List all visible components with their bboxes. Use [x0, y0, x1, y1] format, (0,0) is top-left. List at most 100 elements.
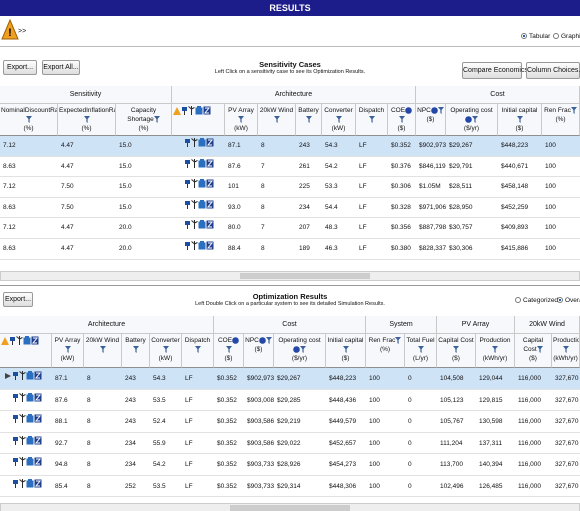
table-cell[interactable]: 243: [122, 368, 150, 390]
table-cell[interactable]: [0, 411, 52, 433]
table-cell[interactable]: 87.6: [225, 157, 258, 178]
table-cell[interactable]: $0.328: [388, 198, 416, 219]
scroll-thumb[interactable]: [230, 505, 350, 511]
table-cell[interactable]: 87.6: [52, 390, 84, 411]
table-cell[interactable]: $903,586: [244, 411, 274, 433]
table-cell[interactable]: 20.0: [116, 218, 172, 239]
table-cell[interactable]: $0.352: [214, 433, 244, 454]
table-cell[interactable]: [0, 390, 52, 411]
table-cell[interactable]: 100: [542, 177, 580, 198]
radio-dot[interactable]: [521, 33, 527, 40]
table-cell[interactable]: 189: [296, 239, 322, 260]
table-cell[interactable]: 4.47: [58, 136, 116, 157]
table-cell[interactable]: 234: [296, 198, 322, 219]
table-cell[interactable]: $454,273: [326, 454, 366, 476]
button[interactable]: Compare Economics: [462, 62, 528, 79]
table-cell[interactable]: 54.2: [150, 454, 182, 476]
table-cell[interactable]: 48.3: [322, 218, 356, 239]
table-cell[interactable]: $0.352: [214, 476, 244, 497]
table-cell[interactable]: 234: [122, 433, 150, 454]
radio-option[interactable]: Graphical: [553, 33, 580, 40]
table-cell[interactable]: 8: [258, 239, 296, 260]
table-cell[interactable]: $903,733: [244, 476, 274, 497]
button[interactable]: Column Choices...: [526, 62, 580, 79]
table-cell[interactable]: $28,950: [446, 198, 498, 219]
table-cell[interactable]: 7.12: [0, 177, 58, 198]
table-cell[interactable]: 7: [258, 218, 296, 239]
table-cell[interactable]: 15.0: [116, 198, 172, 219]
table-cell[interactable]: $448,306: [326, 476, 366, 497]
table-cell[interactable]: 52.4: [150, 411, 182, 433]
table-cell[interactable]: $903,586: [244, 433, 274, 454]
table-cell[interactable]: $452,259: [498, 198, 542, 219]
table-cell[interactable]: 4.47: [58, 157, 116, 178]
table-cell[interactable]: 129,044: [476, 368, 515, 390]
table-cell[interactable]: 8: [258, 198, 296, 219]
table-cell[interactable]: 111,204: [437, 433, 476, 454]
table-cell[interactable]: $415,886: [498, 239, 542, 260]
table-cell[interactable]: $29,267: [446, 136, 498, 157]
table-cell[interactable]: LF: [182, 433, 214, 454]
table-cell[interactable]: LF: [182, 411, 214, 433]
table-cell[interactable]: LF: [182, 454, 214, 476]
table-cell[interactable]: 46.3: [322, 239, 356, 260]
table-cell[interactable]: 100: [542, 136, 580, 157]
table-cell[interactable]: $0.376: [388, 157, 416, 178]
table-cell[interactable]: 130,598: [476, 411, 515, 433]
table-cell[interactable]: 327,670: [552, 476, 580, 497]
table-cell[interactable]: 80.0: [225, 218, 258, 239]
table-cell[interactable]: 225: [296, 177, 322, 198]
table-cell[interactable]: 101: [225, 177, 258, 198]
table-cell[interactable]: $30,306: [446, 239, 498, 260]
table-cell[interactable]: 126,485: [476, 476, 515, 497]
table-cell[interactable]: 207: [296, 218, 322, 239]
table-cell[interactable]: $0.352: [214, 368, 244, 390]
table-cell[interactable]: [172, 177, 225, 198]
table-cell[interactable]: $440,671: [498, 157, 542, 178]
radio-dot[interactable]: [557, 297, 563, 304]
button[interactable]: Export...: [3, 292, 33, 307]
scroll-thumb[interactable]: [240, 273, 370, 279]
table-cell[interactable]: 94.8: [52, 454, 84, 476]
table-cell[interactable]: 100: [542, 198, 580, 219]
table-cell[interactable]: $448,436: [326, 390, 366, 411]
table-cell[interactable]: 4.47: [58, 218, 116, 239]
table-cell[interactable]: [172, 136, 225, 157]
table-cell[interactable]: [0, 433, 52, 454]
table-cell[interactable]: 88.1: [52, 411, 84, 433]
table-cell[interactable]: [172, 218, 225, 239]
table-cell[interactable]: 54.3: [150, 368, 182, 390]
radio-dot[interactable]: [515, 297, 521, 304]
table-cell[interactable]: LF: [356, 177, 388, 198]
table-cell[interactable]: 137,311: [476, 433, 515, 454]
table-cell[interactable]: 0: [405, 454, 437, 476]
table-cell[interactable]: $846,119: [416, 157, 446, 178]
table-cell[interactable]: $971,906: [416, 198, 446, 219]
table-cell[interactable]: 113,700: [437, 454, 476, 476]
table-cell[interactable]: 88.4: [225, 239, 258, 260]
table-cell[interactable]: 8.63: [0, 198, 58, 219]
expand-toggle[interactable]: >>: [18, 28, 27, 35]
table-cell[interactable]: 234: [122, 454, 150, 476]
table-cell[interactable]: $0.306: [388, 177, 416, 198]
table-cell[interactable]: [0, 368, 52, 390]
table-cell[interactable]: 55.9: [150, 433, 182, 454]
table-cell[interactable]: 252: [122, 476, 150, 497]
table-cell[interactable]: 54.2: [322, 157, 356, 178]
warning-icon[interactable]: !: [1, 19, 19, 41]
table-cell[interactable]: 327,670: [552, 411, 580, 433]
table-cell[interactable]: 7.50: [58, 177, 116, 198]
table-cell[interactable]: $448,223: [498, 136, 542, 157]
table-cell[interactable]: $0.352: [214, 411, 244, 433]
table-cell[interactable]: LF: [182, 368, 214, 390]
table-cell[interactable]: 8.63: [0, 157, 58, 178]
table-cell[interactable]: $903,008: [244, 390, 274, 411]
table-cell[interactable]: 54.3: [322, 136, 356, 157]
table-cell[interactable]: 0: [405, 433, 437, 454]
table-cell[interactable]: 7.12: [0, 218, 58, 239]
table-cell[interactable]: $28,511: [446, 177, 498, 198]
table-cell[interactable]: [172, 239, 225, 260]
table-cell[interactable]: 327,670: [552, 390, 580, 411]
table-cell[interactable]: 327,670: [552, 454, 580, 476]
table-cell[interactable]: $902,973: [244, 368, 274, 390]
